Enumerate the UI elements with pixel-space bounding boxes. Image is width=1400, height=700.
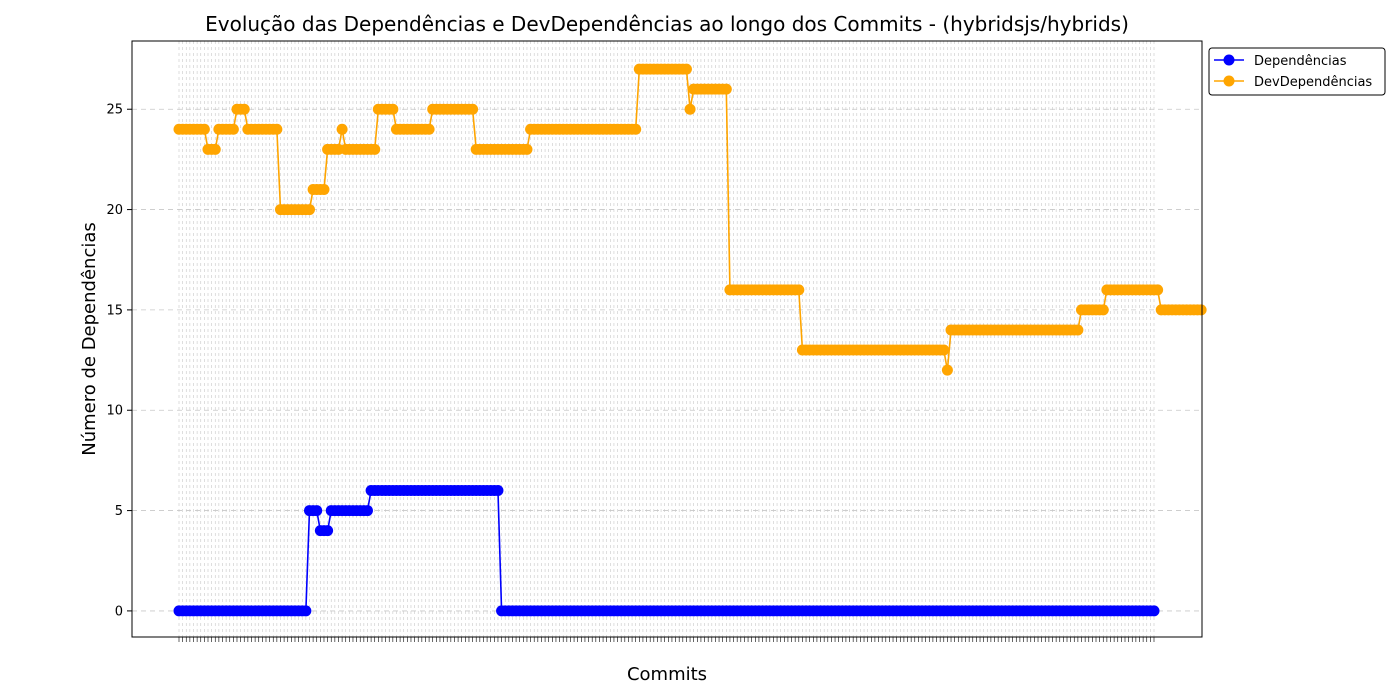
data-point — [1148, 605, 1160, 617]
data-point — [467, 103, 479, 115]
legend: Dependências DevDependências — [1208, 47, 1386, 96]
data-point — [238, 103, 250, 115]
y-tick-label: 5 — [115, 504, 123, 519]
data-point — [423, 123, 435, 135]
data-point — [684, 103, 696, 115]
series-line-dependencias — [179, 489, 1154, 612]
legend-label-dependencias: Dependências — [1254, 54, 1347, 69]
data-point — [361, 505, 373, 517]
x-axis-label: Commits — [627, 664, 707, 685]
legend-marker-dependencias — [1223, 54, 1235, 66]
y-tick-label: 10 — [106, 404, 123, 419]
plot-frame — [131, 40, 1203, 638]
data-point — [1097, 304, 1109, 316]
data-point — [941, 364, 953, 376]
data-point — [369, 143, 381, 155]
data-point — [1195, 304, 1207, 316]
grid — [132, 41, 1202, 637]
data-point — [680, 63, 692, 75]
data-point — [311, 505, 323, 517]
data-point — [793, 284, 805, 296]
data-point — [322, 525, 334, 537]
y-tick-label: 0 — [115, 604, 123, 619]
data-point — [492, 485, 504, 497]
data-point — [387, 103, 399, 115]
data-point — [1072, 324, 1084, 336]
data-point — [303, 204, 315, 216]
data-point — [318, 183, 330, 195]
legend-frame — [1208, 47, 1386, 96]
data-point — [336, 123, 348, 135]
data-point — [630, 123, 642, 135]
data-point — [521, 143, 533, 155]
y-axis-label: Número de Dependências — [79, 222, 100, 456]
data-point — [227, 123, 239, 135]
data-point — [938, 344, 950, 356]
chart-title: Evolução das Dependências e DevDependênc… — [205, 12, 1129, 36]
x-axis — [178, 637, 1155, 642]
data-point — [209, 143, 221, 155]
y-tick-label: 15 — [106, 303, 123, 318]
data-point — [271, 123, 283, 135]
y-tick-label: 20 — [106, 203, 123, 218]
data-point — [1152, 284, 1164, 296]
series-layer — [173, 63, 1207, 617]
data-point — [720, 83, 732, 95]
y-tick-label: 25 — [106, 103, 123, 118]
data-point — [300, 605, 312, 617]
y-axis: 0 5 10 15 20 25 — [106, 103, 132, 619]
legend-marker-devdependencias — [1223, 75, 1235, 87]
data-point — [198, 123, 210, 135]
legend-label-devdependencias: DevDependências — [1254, 75, 1372, 90]
